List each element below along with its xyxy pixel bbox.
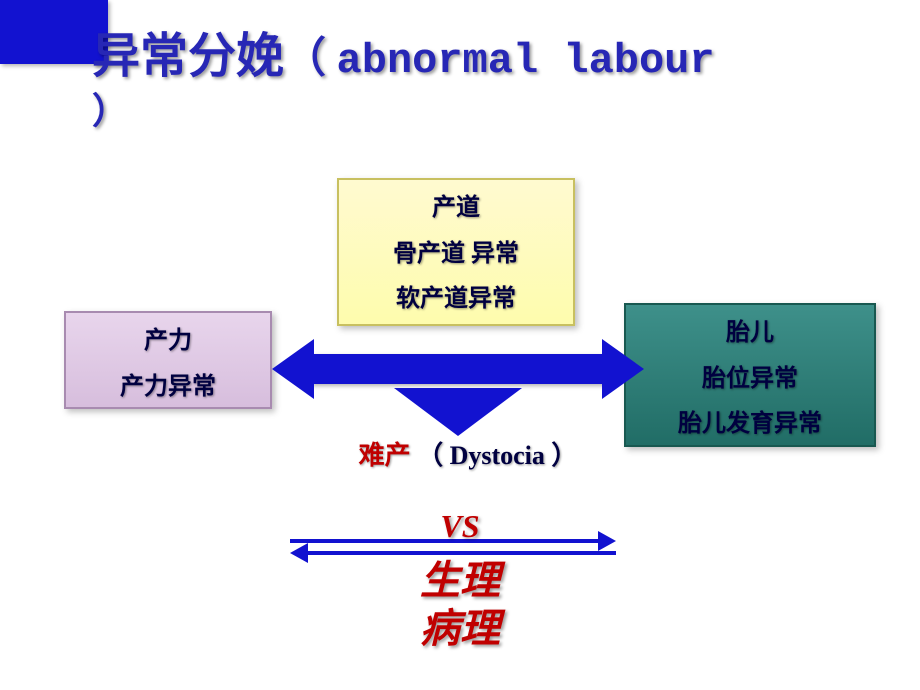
dystocia-en: （ Dystocia ）: [417, 441, 577, 470]
box-top-line1: 产道: [347, 186, 565, 232]
box-labor-force: 产力 产力异常: [64, 311, 272, 409]
box-birth-canal: 产道 骨产道 异常 软产道异常: [337, 178, 575, 326]
box-right-line1: 胎儿: [634, 311, 866, 357]
title-chinese: 异常分娩: [92, 30, 284, 83]
thin-arrow-head-left: [290, 543, 308, 563]
box-fetus: 胎儿 胎位异常 胎儿发育异常: [624, 303, 876, 447]
title-english: abnormal labour: [337, 37, 715, 85]
box-right-line3: 胎儿发育异常: [634, 402, 866, 448]
thin-arrow-head-right: [598, 531, 616, 551]
vs-label: VS: [380, 508, 540, 545]
dystocia-cn: 难产: [359, 441, 411, 470]
title-paren-open: （: [284, 36, 326, 82]
arrow-right-head: [602, 339, 644, 399]
arrow-left-head: [272, 339, 314, 399]
box-left-line2: 产力异常: [74, 365, 262, 411]
box-top-line2: 骨产道 异常: [347, 232, 565, 278]
pathology-label: 病理: [360, 596, 560, 654]
arrow-down-head: [394, 388, 522, 436]
arrow-horizontal-bar: [310, 354, 606, 384]
slide-title: 异常分娩（ abnormal labour ）: [92, 28, 852, 134]
box-left-line1: 产力: [74, 319, 262, 365]
title-paren-close: ）: [92, 90, 852, 133]
box-right-line2: 胎位异常: [634, 357, 866, 403]
box-top-line3: 软产道异常: [347, 277, 565, 323]
dystocia-label: 难产 （ Dystocia ）: [318, 442, 618, 469]
